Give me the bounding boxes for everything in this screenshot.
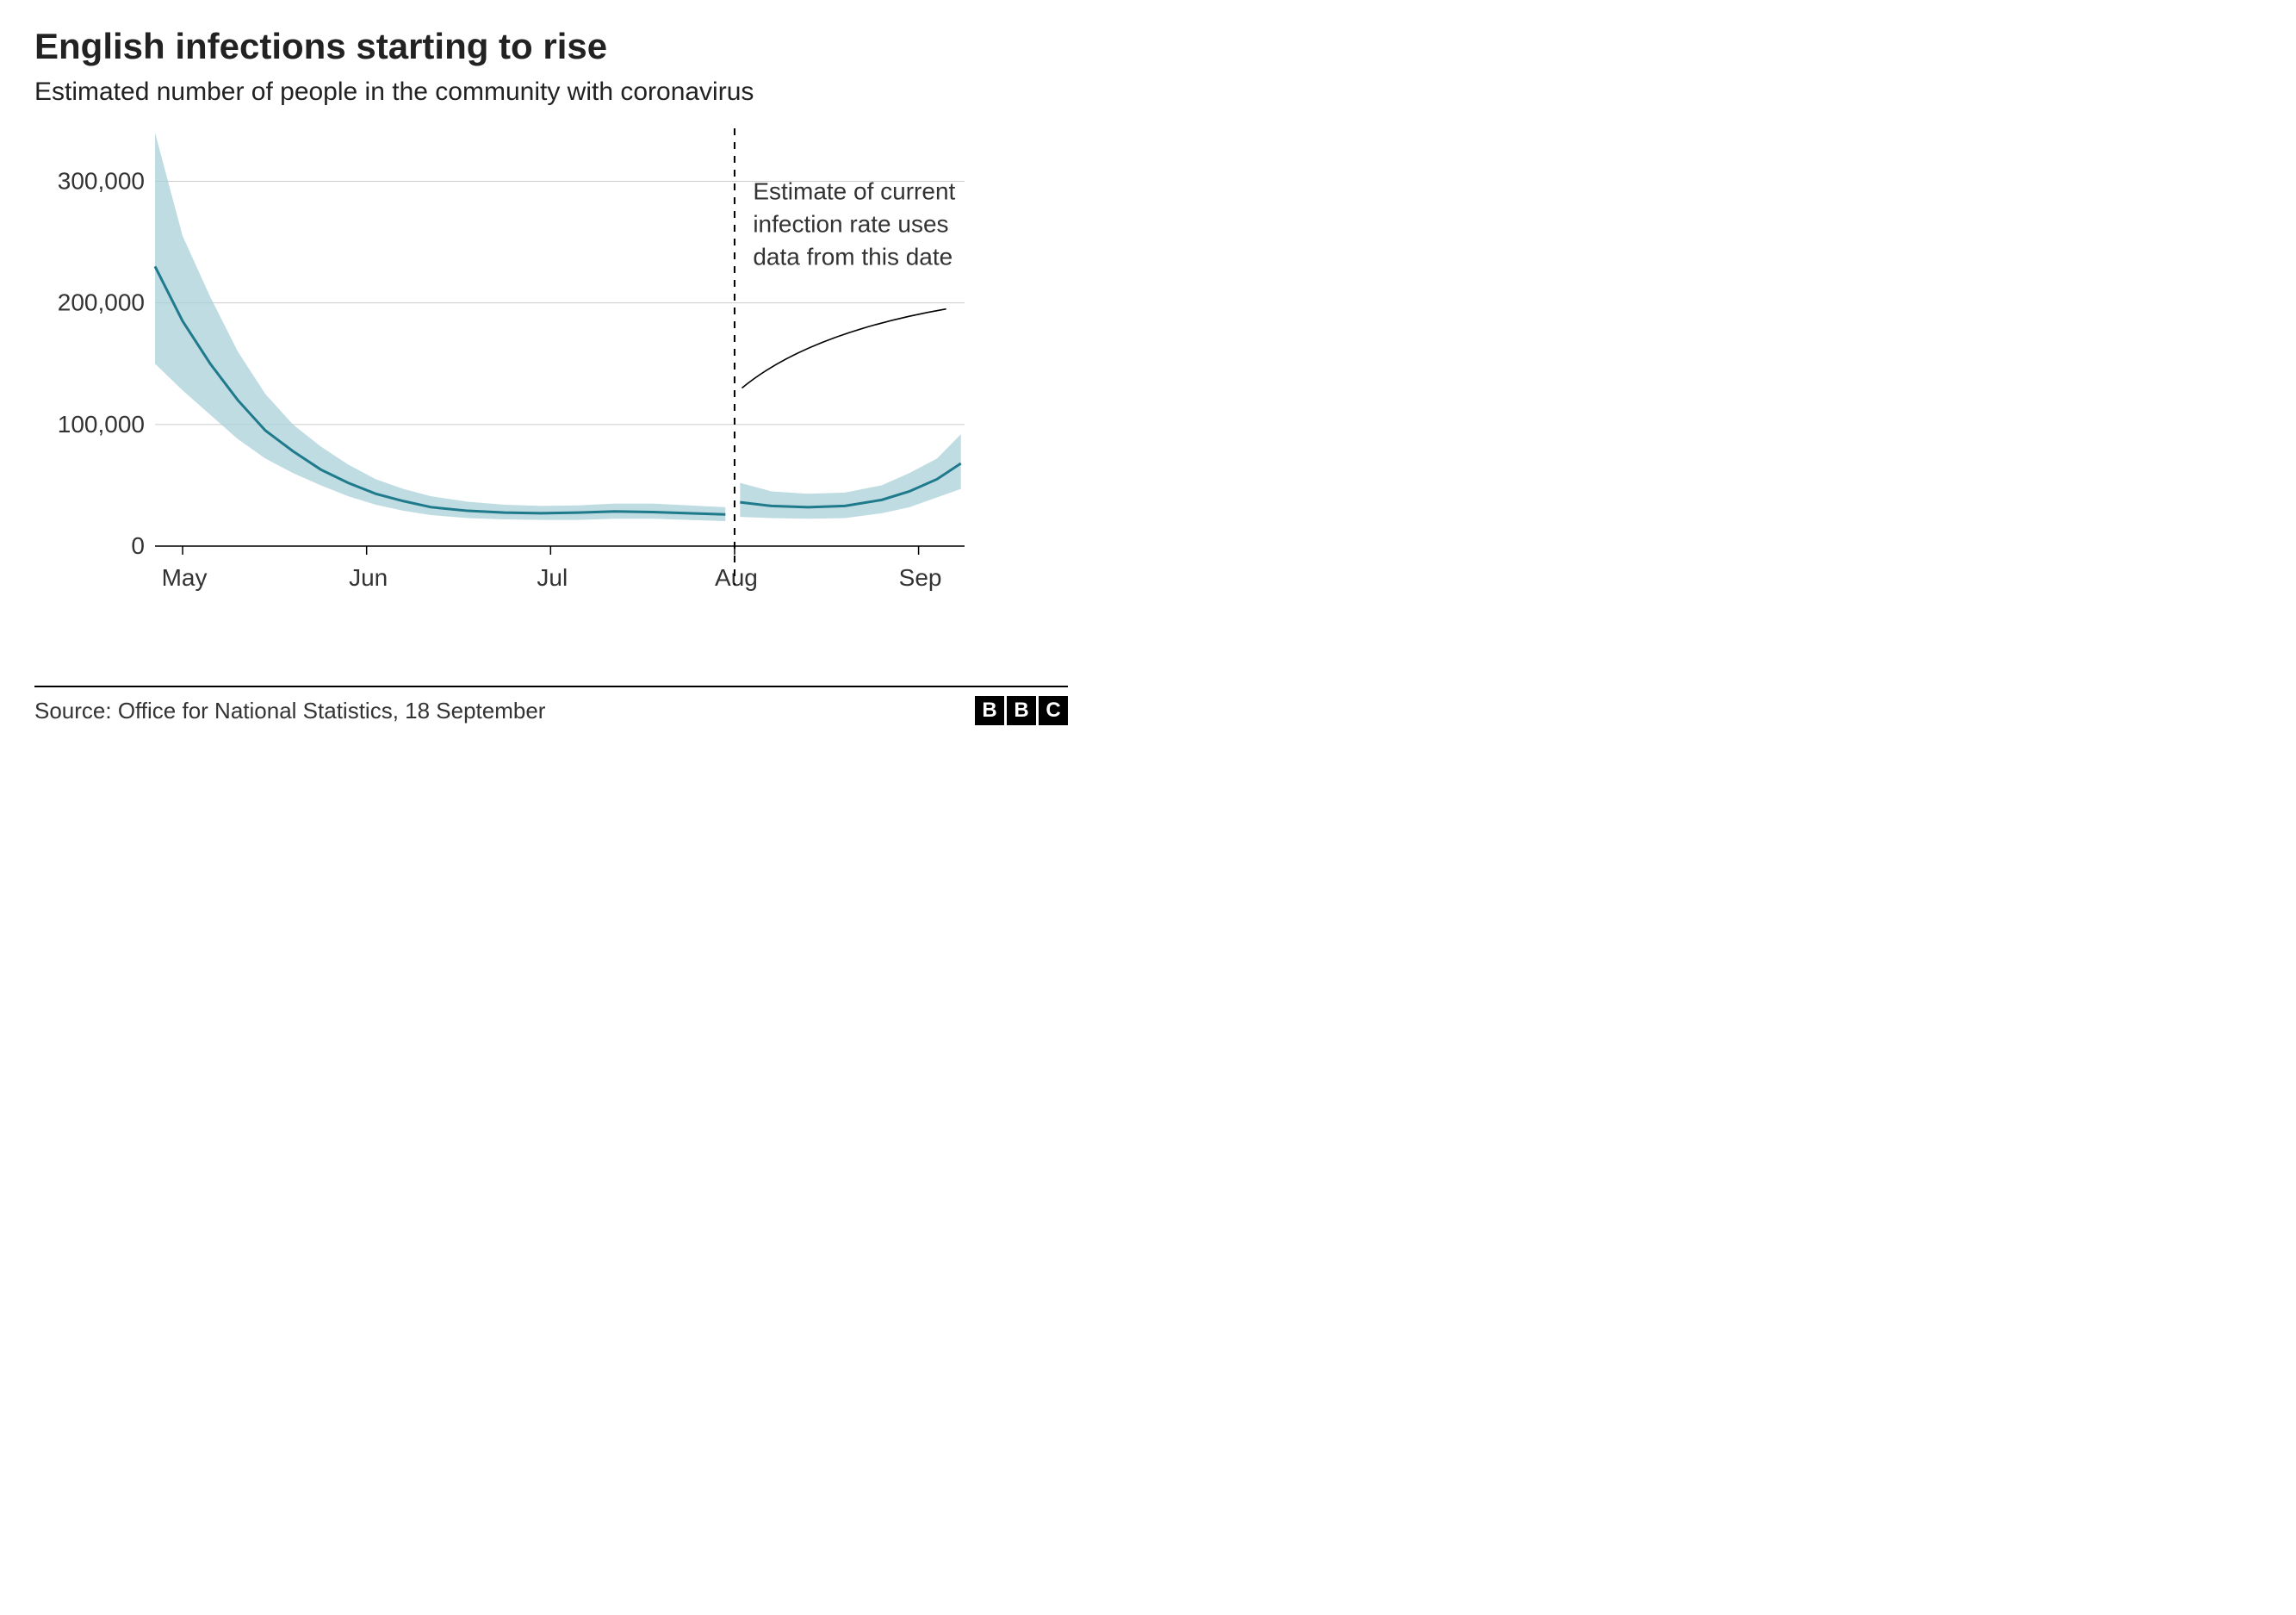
svg-text:200,000: 200,000: [58, 289, 145, 316]
bbc-logo-letter: B: [975, 696, 1004, 725]
svg-text:300,000: 300,000: [58, 167, 145, 194]
svg-text:infection rate uses: infection rate uses: [753, 211, 948, 238]
svg-text:Jul: Jul: [537, 564, 568, 591]
chart-svg: 0 100,000 200,000 300,000 May Jun Jul Aug Sep Est…: [34, 124, 982, 606]
source-text: Source: Office for National Statistics, …: [34, 698, 545, 724]
chart-title: English infections starting to rise: [34, 26, 1068, 67]
bbc-logo-letter: C: [1039, 696, 1068, 725]
chart-container: English infections starting to rise Esti…: [0, 0, 1102, 775]
chart-footer: Source: Office for National Statistics, …: [34, 686, 1068, 725]
svg-text:data from this date: data from this date: [753, 244, 953, 270]
svg-text:100,000: 100,000: [58, 411, 145, 438]
bbc-logo-letter: B: [1007, 696, 1036, 725]
chart-subtitle: Estimated number of people in the commun…: [34, 78, 1068, 107]
svg-text:0: 0: [131, 532, 145, 559]
svg-text:Aug: Aug: [715, 564, 758, 591]
bbc-logo: BBC: [975, 696, 1068, 725]
svg-text:Estimate of current: Estimate of current: [753, 178, 955, 205]
svg-text:Jun: Jun: [349, 564, 388, 591]
plot-area: 0 100,000 200,000 300,000 May Jun Jul Aug Sep Est…: [34, 124, 1068, 675]
svg-text:Sep: Sep: [899, 564, 942, 591]
svg-text:May: May: [162, 564, 208, 591]
